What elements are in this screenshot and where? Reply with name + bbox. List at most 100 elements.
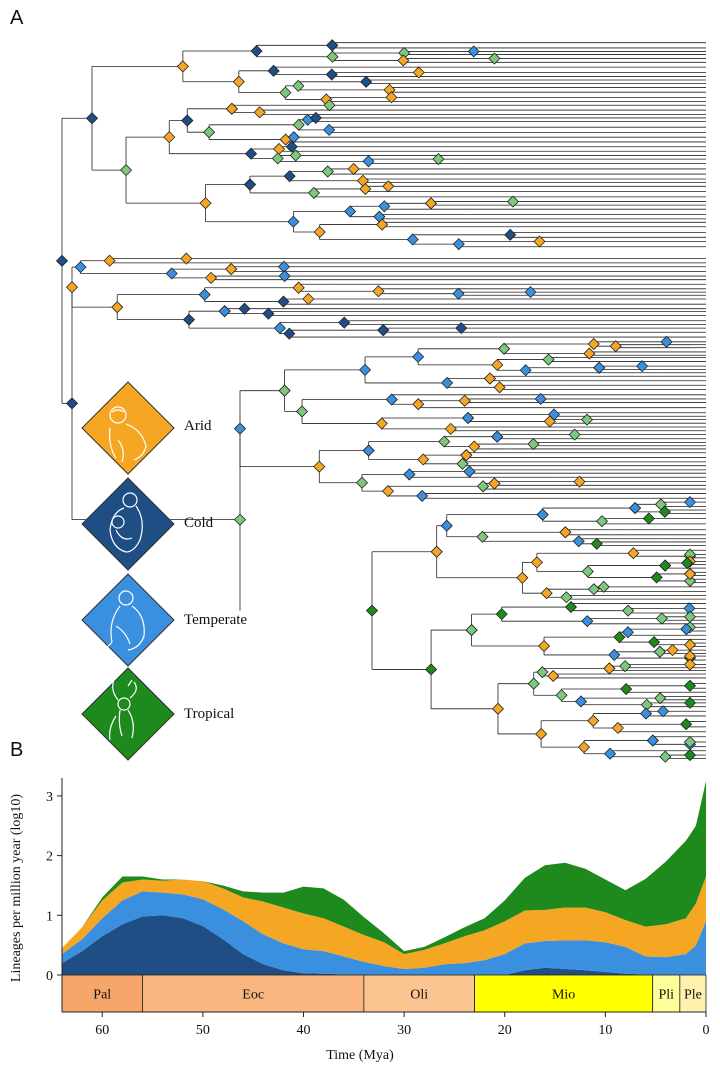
tree-node-markers — [55, 39, 697, 763]
node-state-marker — [385, 393, 398, 406]
node-state-marker — [648, 636, 661, 649]
node-state-marker — [609, 340, 622, 353]
node-state-marker — [534, 392, 547, 406]
node-state-marker — [581, 565, 594, 578]
node-state-marker — [655, 612, 668, 625]
node-state-marker — [533, 235, 546, 248]
legend-item-arid: Arid — [81, 381, 212, 475]
node-state-marker — [381, 485, 395, 498]
cold-diamond — [81, 477, 175, 571]
node-state-marker — [458, 394, 471, 407]
node-state-marker — [683, 735, 697, 749]
epoch-label: Ple — [684, 988, 702, 1003]
x-tick-label: 10 — [598, 1023, 612, 1038]
x-tick-label: 30 — [397, 1023, 411, 1038]
node-state-marker — [302, 292, 315, 306]
node-state-marker — [165, 267, 178, 280]
node-state-marker — [542, 353, 555, 366]
node-state-marker — [287, 131, 300, 144]
node-state-marker — [654, 692, 667, 705]
node-state-marker — [278, 269, 291, 283]
phylogeny-tree — [55, 39, 706, 763]
legend-item-temperate: Temperate — [81, 573, 247, 667]
node-state-marker — [232, 75, 245, 88]
x-axis-title: Time (Mya) — [326, 1048, 394, 1063]
node-state-marker — [273, 322, 286, 335]
node-state-marker — [572, 535, 585, 548]
node-state-marker — [375, 417, 388, 430]
node-state-marker — [287, 215, 300, 228]
node-state-marker — [680, 623, 693, 636]
node-state-marker — [608, 648, 621, 661]
node-state-marker — [430, 545, 443, 558]
node-state-marker — [488, 52, 501, 65]
epoch-pal — [61, 974, 143, 1013]
node-state-marker — [577, 741, 591, 754]
node-state-marker — [272, 142, 286, 156]
node-state-marker — [491, 702, 505, 715]
node-state-marker — [680, 718, 693, 731]
node-state-marker — [593, 361, 606, 374]
node-state-marker — [573, 475, 586, 488]
node-state-marker — [483, 372, 496, 385]
node-state-marker — [465, 624, 478, 637]
node-state-marker — [597, 580, 610, 593]
node-state-marker — [218, 305, 231, 318]
macaque-icon — [109, 406, 147, 463]
node-state-marker — [326, 39, 339, 52]
node-state-marker — [424, 197, 438, 210]
node-state-marker — [292, 118, 305, 131]
y-axis-title: Lineages per million year (log10) — [9, 794, 24, 982]
chart-axes: 0 1 2 3 60 50 40 30 20 10 0 — [46, 778, 710, 1038]
node-state-marker — [417, 453, 430, 466]
node-state-marker — [568, 428, 581, 441]
node-state-marker — [111, 301, 124, 314]
node-state-marker — [536, 666, 549, 679]
node-state-marker — [372, 285, 385, 298]
node-state-marker — [653, 645, 666, 658]
node-state-marker — [498, 342, 511, 355]
node-state-marker — [344, 205, 357, 218]
node-state-marker — [181, 114, 194, 127]
epoch-label: Pal — [93, 988, 111, 1003]
node-state-marker — [250, 44, 263, 58]
node-state-marker — [441, 376, 454, 389]
node-state-marker — [681, 556, 694, 570]
panel-b-letter: B — [10, 739, 23, 761]
y-tick-label: 3 — [46, 790, 53, 805]
node-state-marker — [574, 695, 588, 708]
node-state-marker — [176, 60, 189, 73]
node-state-marker — [564, 600, 578, 614]
node-state-marker — [412, 66, 425, 79]
node-state-marker — [646, 734, 659, 747]
node-state-marker — [85, 112, 99, 125]
node-state-marker — [225, 263, 238, 276]
legend-item-cold: Cold — [81, 477, 214, 571]
node-state-marker — [360, 75, 373, 88]
node-state-marker — [595, 515, 609, 528]
node-state-marker — [355, 476, 369, 489]
node-state-marker — [198, 288, 211, 301]
node-state-marker — [543, 415, 556, 428]
node-state-marker — [516, 571, 529, 584]
node-state-marker — [180, 252, 193, 265]
node-state-marker — [452, 238, 465, 251]
node-state-marker — [283, 327, 296, 340]
node-state-marker — [307, 186, 320, 199]
node-state-marker — [412, 350, 425, 363]
node-state-marker — [323, 123, 336, 136]
node-state-marker — [683, 749, 697, 762]
node-state-marker — [412, 398, 425, 411]
node-state-marker — [683, 574, 697, 588]
node-state-marker — [468, 440, 481, 453]
node-state-marker — [581, 615, 594, 628]
node-state-marker — [301, 113, 314, 126]
x-tick-label: 50 — [196, 1023, 210, 1038]
node-state-marker — [658, 505, 671, 518]
gibbon-icon — [109, 679, 137, 741]
panel-a-letter: A — [10, 7, 24, 29]
node-state-marker — [204, 271, 218, 284]
legend-label-temperate: Temperate — [184, 612, 247, 628]
arid-diamond — [81, 381, 175, 475]
area-series-cold — [62, 915, 706, 975]
